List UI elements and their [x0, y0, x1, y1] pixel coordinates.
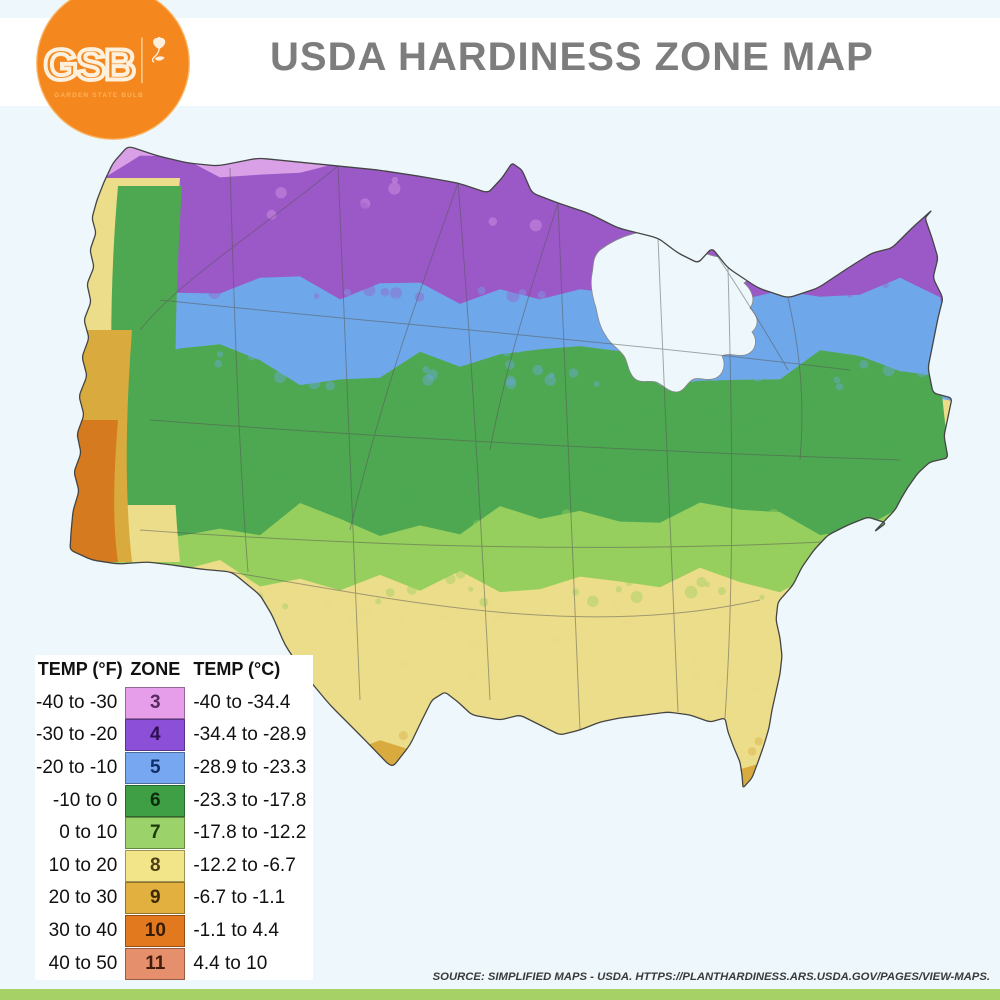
- svg-text:GSB: GSB: [44, 41, 135, 90]
- svg-text:GARDEN STATE BULB: GARDEN STATE BULB: [54, 92, 144, 99]
